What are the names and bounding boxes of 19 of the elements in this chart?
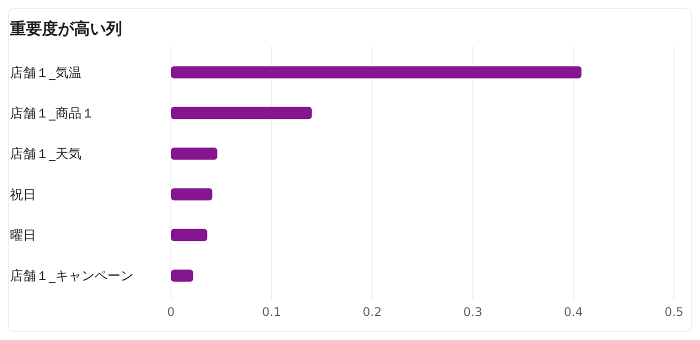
bar xyxy=(171,106,312,120)
x-tick-label: 0.1 xyxy=(262,305,282,319)
bar xyxy=(171,270,194,282)
y-tick-label: 祝日 xyxy=(10,188,36,203)
x-tick-label: 0.3 xyxy=(463,305,482,319)
bar xyxy=(171,148,218,160)
x-tick-label: 0.4 xyxy=(564,305,583,319)
x-tick-label: 0 xyxy=(167,305,175,319)
x-tick-label: 0.5 xyxy=(664,305,684,319)
y-tick-label: 店舗１_気温 xyxy=(10,64,82,81)
x-tick-label: 0.2 xyxy=(362,305,382,319)
y-tick-label: 店舗１_キャンペーン xyxy=(10,268,134,284)
chart-title: 重要度が高い列 xyxy=(9,19,122,38)
y-tick-label: 店舗１_商品１ xyxy=(10,106,94,122)
y-tick-label: 曜日 xyxy=(10,228,36,244)
bar xyxy=(171,66,582,78)
bar xyxy=(171,188,212,200)
y-tick-label: 店舗１_天気 xyxy=(10,146,82,162)
bar xyxy=(171,228,208,242)
